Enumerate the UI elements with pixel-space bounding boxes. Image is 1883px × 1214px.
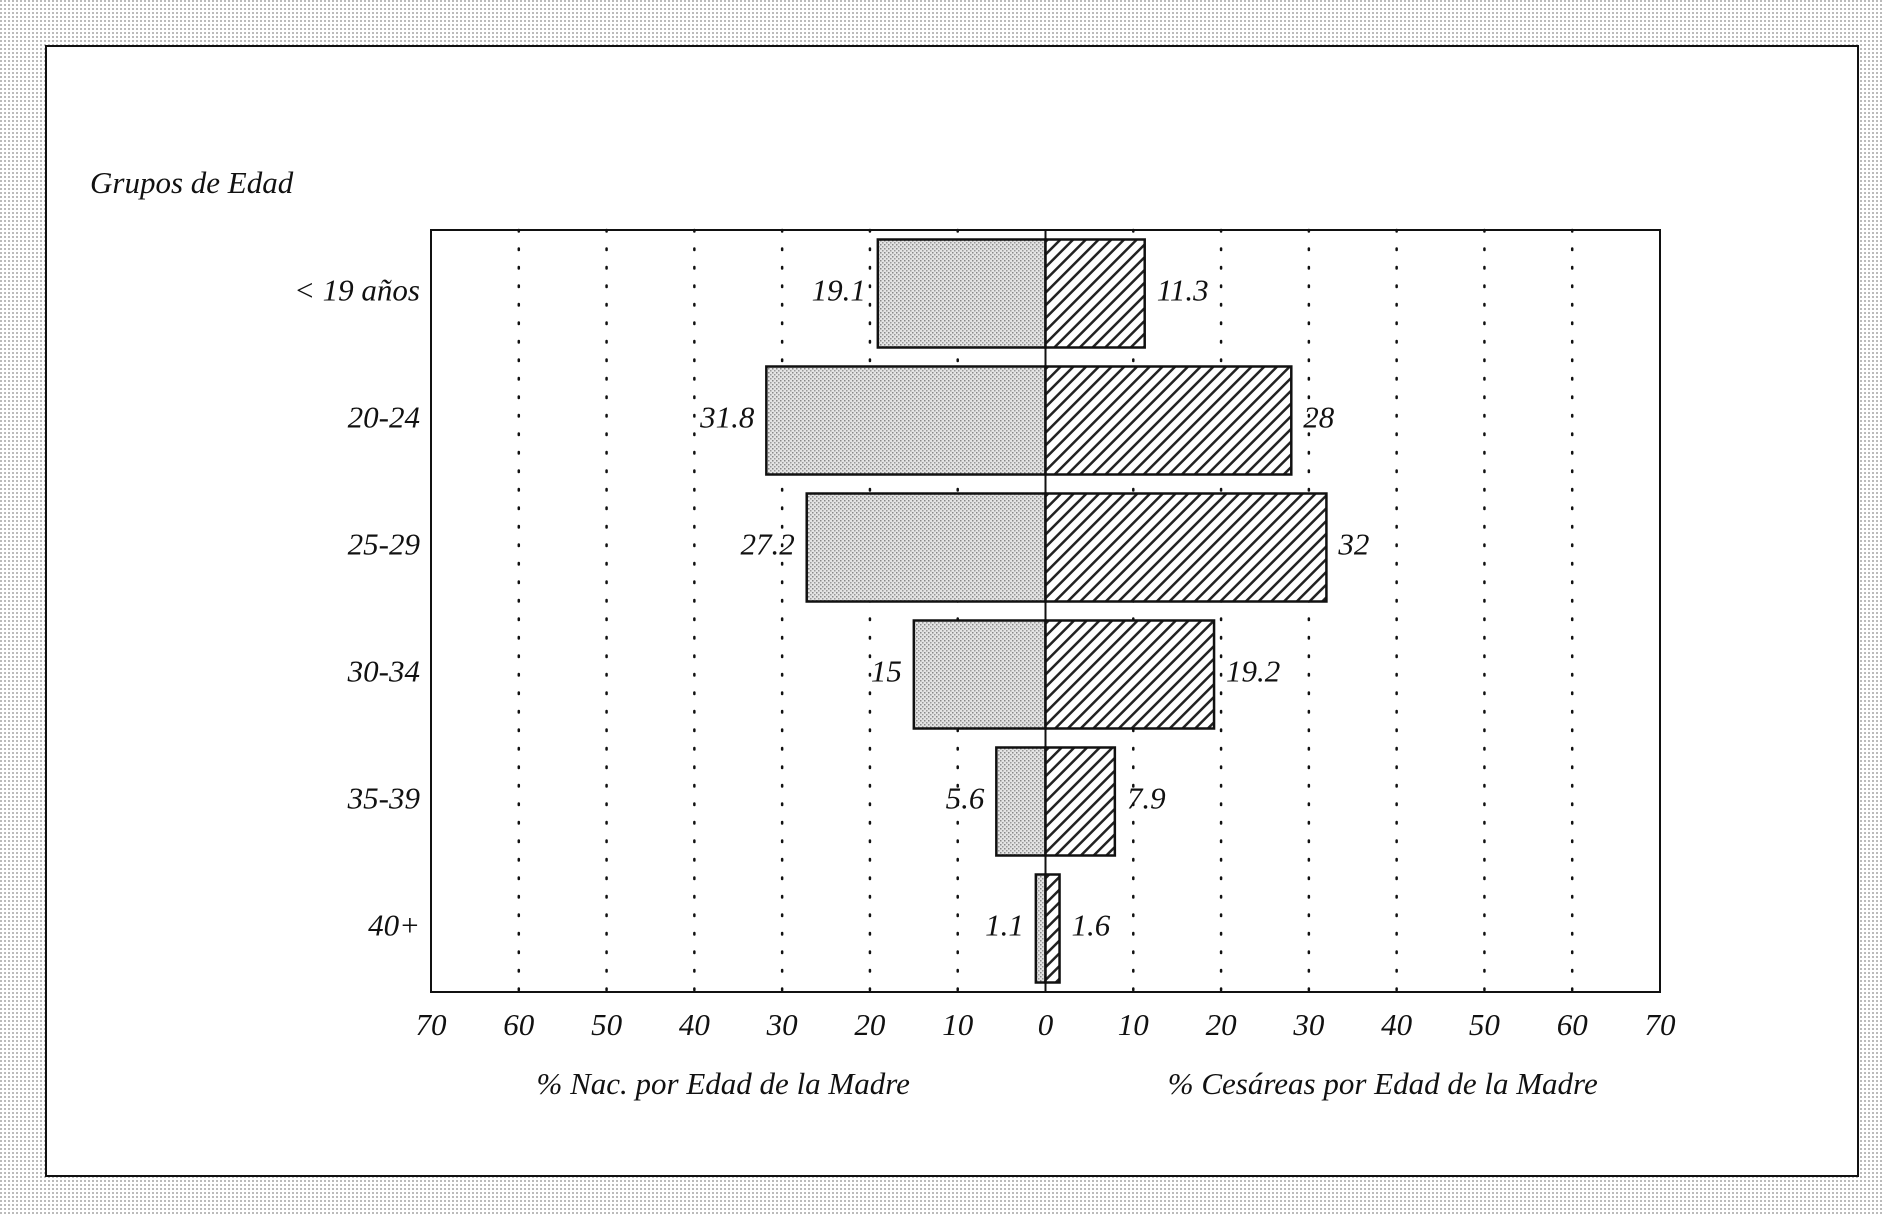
value-label: 15: [871, 654, 902, 689]
frame: [45, 45, 1859, 1177]
x-tick-label: 20: [854, 1007, 886, 1042]
x-tick-label: 70: [416, 1007, 448, 1042]
value-label: 32: [1337, 527, 1369, 562]
value-label: 19.1: [812, 273, 866, 308]
bar: [1044, 365, 1293, 476]
value-label: 1.1: [985, 908, 1024, 943]
x-tick-label: 40: [679, 1007, 711, 1042]
value-label: 5.6: [946, 781, 985, 816]
value-label: 31.8: [699, 400, 755, 435]
axis-title: % Cesáreas por Edad de la Madre: [1168, 1066, 1598, 1101]
x-tick-label: 50: [1469, 1007, 1501, 1042]
bar: [912, 619, 1047, 730]
bar: [1044, 492, 1328, 603]
bar: [1034, 873, 1047, 984]
x-tick-label: 40: [1381, 1007, 1413, 1042]
bar: [876, 238, 1047, 349]
axis-title: % Nac. por Edad de la Madre: [537, 1066, 911, 1101]
x-tick-label: 60: [1557, 1007, 1589, 1042]
x-tick-label: 30: [766, 1007, 799, 1042]
y-tick-label: 35-39: [347, 781, 420, 816]
x-tick-label: 10: [1118, 1007, 1150, 1042]
x-tick-label: 20: [1206, 1007, 1238, 1042]
value-label: 19.2: [1226, 654, 1280, 689]
value-label: 7.9: [1127, 781, 1166, 816]
bar: [995, 746, 1047, 857]
bar: [1044, 873, 1061, 984]
value-label: 27.2: [740, 527, 794, 562]
bar: [1044, 746, 1117, 857]
bar: [765, 365, 1047, 476]
value-label: 28: [1303, 400, 1335, 435]
y-tick-label: < 19 años: [294, 273, 420, 308]
x-tick-label: 0: [1038, 1007, 1054, 1042]
x-tick-label: 50: [591, 1007, 623, 1042]
bar: [1044, 619, 1216, 730]
x-tick-label: 70: [1645, 1007, 1677, 1042]
y-tick-label: 20-24: [348, 400, 420, 435]
x-tick-label: 30: [1292, 1007, 1325, 1042]
bar: [805, 492, 1047, 603]
bar: [1044, 238, 1146, 349]
x-tick-label: 10: [942, 1007, 974, 1042]
y-tick-label: 30-34: [347, 654, 420, 689]
x-tick-label: 60: [503, 1007, 535, 1042]
y-tick-label: 25-29: [348, 527, 420, 562]
y-tick-label: 40+: [368, 908, 420, 943]
y-axis-title: Grupos de Edad: [90, 165, 294, 200]
value-label: 11.3: [1157, 273, 1209, 308]
value-label: 1.6: [1072, 908, 1111, 943]
